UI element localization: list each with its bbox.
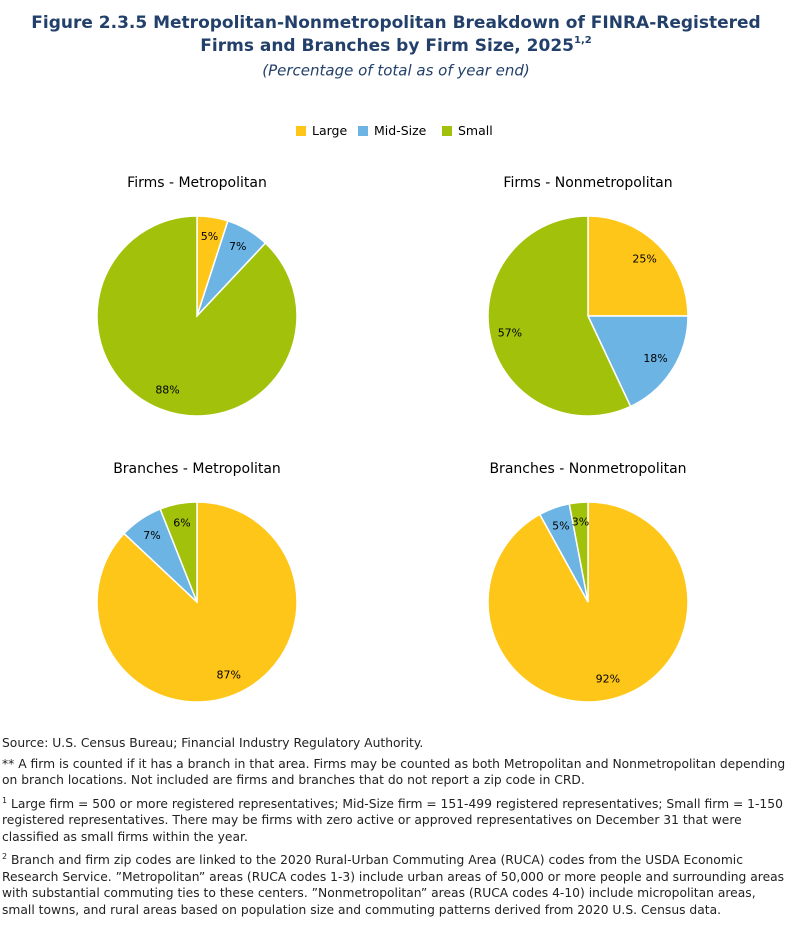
chart-title: Figure 2.3.5 Metropolitan-Nonmetropolita…	[31, 13, 760, 33]
data-label: 3%	[572, 515, 589, 528]
data-label: 5%	[201, 230, 218, 243]
chart-title: Firms and Branches by Firm Size, 20251,2	[200, 35, 591, 56]
chart-title: Firms and Branches by Firm Size, 2025	[200, 36, 574, 56]
title-superscript: 1,2	[574, 35, 592, 46]
footnote: 2 Branch and firm zip codes are linked t…	[2, 849, 790, 918]
pie-slice	[159, 501, 198, 603]
footnote-mark: 1	[2, 795, 8, 805]
source: Source: U.S. Census Bureau; Financial In…	[2, 736, 424, 750]
data-label: 25%	[632, 252, 656, 265]
legend-swatch	[358, 126, 368, 136]
pie-slice	[568, 501, 589, 603]
footnote: 1 Large firm = 500 or more registered re…	[2, 793, 790, 846]
data-label: 7%	[229, 240, 246, 253]
legend-label: Small	[458, 123, 493, 138]
pie-title: Firms - Nonmetropolitan	[503, 175, 672, 191]
pie-title: Branches - Nonmetropolitan	[489, 461, 686, 477]
pie-title: Branches - Metropolitan	[113, 461, 281, 477]
data-label: 18%	[643, 352, 667, 365]
data-label: 5%	[552, 520, 569, 533]
data-label: 88%	[155, 383, 179, 396]
data-label: 57%	[498, 326, 522, 339]
footnote-text: Branch and firm zip codes are linked to …	[2, 853, 785, 917]
footnote-text: ** A firm is counted if it has a branch …	[2, 756, 786, 788]
legend-label: Large	[312, 123, 347, 138]
chart-subtitle: (Percentage of total as of year end)	[262, 62, 530, 80]
pie-slice	[96, 215, 298, 417]
data-label: 87%	[217, 668, 241, 681]
footnote-text: Large firm = 500 or more registered repr…	[2, 796, 783, 844]
legend-swatch	[442, 126, 452, 136]
pie-slice	[487, 215, 632, 417]
footnote: ** A firm is counted if it has a branch …	[2, 756, 790, 789]
data-label: 92%	[596, 672, 620, 685]
chart: Figure 2.3.5 Metropolitan-Nonmetropolita…	[31, 13, 761, 703]
data-label: 7%	[143, 529, 160, 542]
legend-label: Mid-Size	[374, 123, 427, 138]
legend-swatch	[296, 126, 306, 136]
pie-slice	[587, 215, 689, 317]
pie-slice	[586, 315, 689, 408]
footnote-mark: 2	[2, 852, 8, 862]
footnotes: Source: U.S. Census Bureau; Financial In…	[2, 735, 790, 922]
data-label: 6%	[173, 516, 190, 529]
pie-title: Firms - Metropolitan	[127, 175, 267, 191]
